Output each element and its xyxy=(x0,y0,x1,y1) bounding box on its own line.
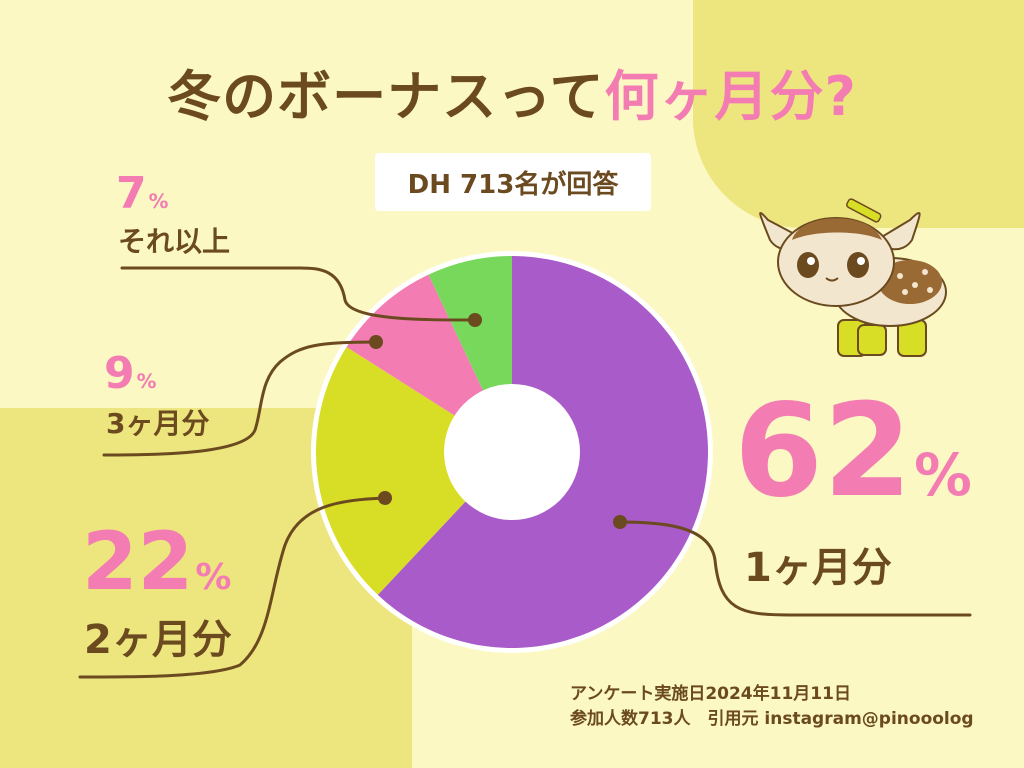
footer-source: 参加人数713人 引用元 instagram@pinooolog xyxy=(570,709,974,729)
leader-line-1month xyxy=(618,520,972,617)
respondent-badge: DH 713名が回答 xyxy=(375,153,651,211)
pct-label-3month: 9% xyxy=(104,348,157,399)
leader-dot-2month xyxy=(378,491,392,505)
category-label-more: それ以上 xyxy=(118,225,231,258)
donut-hole xyxy=(444,384,580,520)
background-block-top-right xyxy=(693,0,1024,228)
category-label-3month: 3ヶ月分 xyxy=(106,407,210,440)
deer-mascot-icon xyxy=(759,198,947,357)
pct-label-2month: 22% xyxy=(82,515,232,608)
category-label-1month: 1ヶ月分 xyxy=(744,545,892,591)
leader-line-3month xyxy=(102,340,378,457)
survey-footer: アンケート実施日2024年11月11日 参加人数713人 引用元 instagr… xyxy=(570,682,974,732)
leader-dot-1month xyxy=(613,515,627,529)
leader-dots xyxy=(369,313,627,529)
slice-2month xyxy=(315,346,512,595)
pct-label-1month: 62% xyxy=(734,377,972,526)
category-label-2month: 2ヶ月分 xyxy=(84,617,232,663)
leader-dot-3month xyxy=(369,335,383,349)
footer-date: アンケート実施日2024年11月11日 xyxy=(570,684,851,704)
leader-line-more xyxy=(120,266,477,322)
leader-line-2month xyxy=(78,496,387,679)
leader-lines xyxy=(78,266,972,679)
title-main: 冬のボーナスって xyxy=(167,65,605,128)
page-title: 冬のボーナスって何ヶ月分? xyxy=(0,52,1024,131)
pct-label-more: 7% xyxy=(116,168,169,219)
leader-dot-more xyxy=(468,313,482,327)
title-accent: 何ヶ月分? xyxy=(604,65,857,128)
